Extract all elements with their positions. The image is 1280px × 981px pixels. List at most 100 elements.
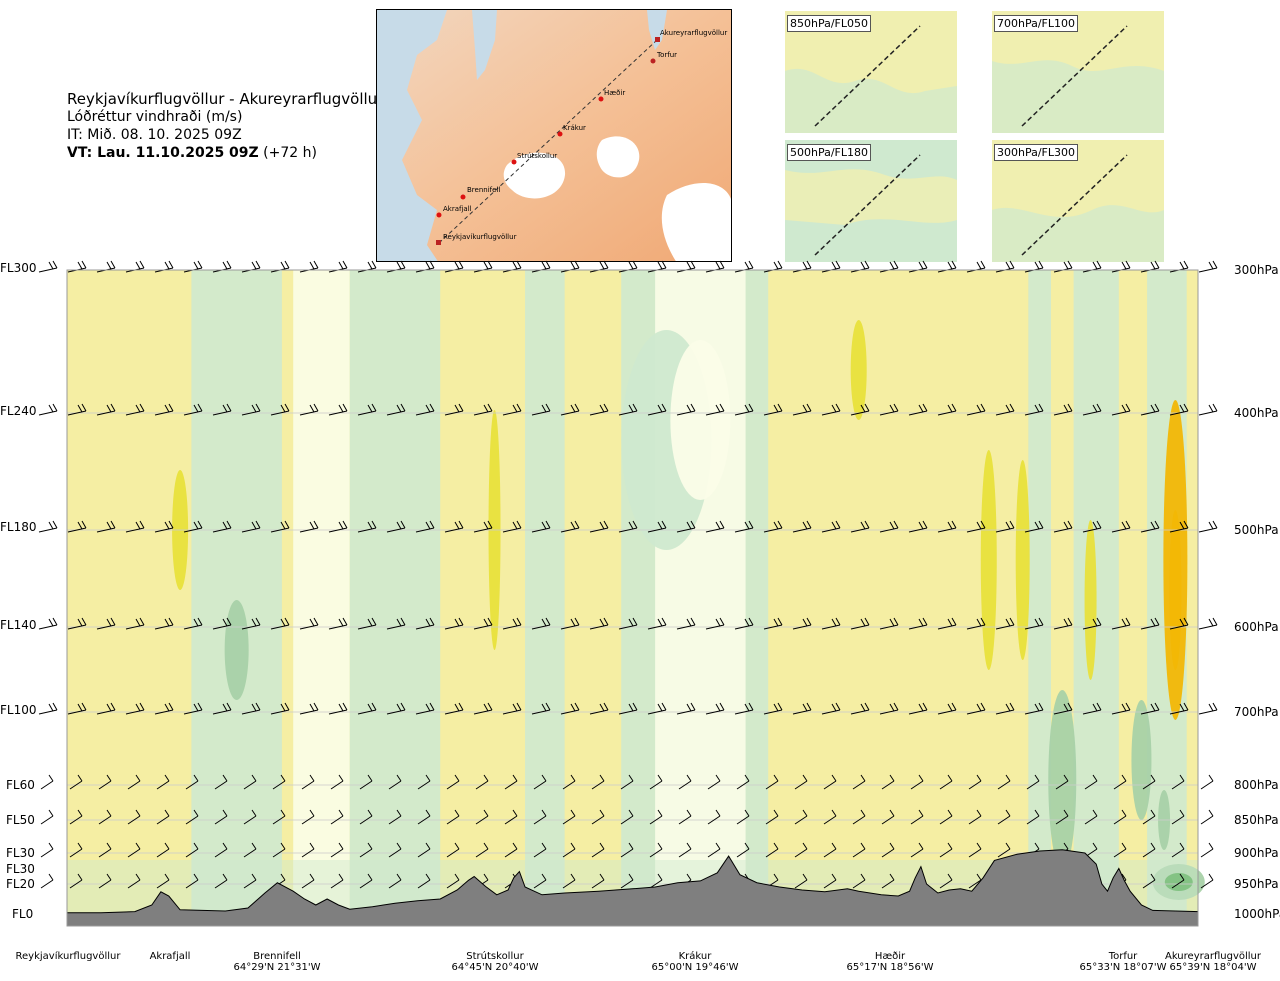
field-cell	[980, 450, 997, 670]
y-tick-label-right: 300hPa	[1234, 263, 1279, 277]
wind-barb	[183, 617, 203, 630]
wind-barb	[647, 520, 667, 533]
map-glacier-1	[503, 152, 566, 199]
wind-barb	[1142, 842, 1156, 858]
wind-barb	[214, 873, 228, 889]
wind-barb	[388, 873, 402, 889]
station-axis-label: Akureyrarflugvöllur 65°39'N 18°04'W	[1153, 951, 1273, 973]
wind-barb	[40, 774, 54, 790]
y-tick-label-left: FL20	[6, 877, 35, 891]
station-coord: 65°39'N 18°04'W	[1169, 962, 1257, 973]
wind-barb	[968, 774, 982, 790]
station-marker	[598, 96, 604, 102]
wind-barb	[765, 809, 779, 825]
wind-barb	[794, 809, 808, 825]
field-band	[191, 270, 282, 926]
wind-barb	[473, 520, 493, 533]
wind-barb	[937, 520, 957, 533]
wind-barb	[301, 809, 315, 825]
wind-barb	[270, 403, 290, 416]
wind-barb	[415, 520, 435, 533]
y-tick-label-right: 400hPa	[1234, 406, 1279, 420]
station-name: Akureyrarflugvöllur	[1164, 951, 1261, 962]
y-tick-label-left: FL240	[0, 404, 37, 418]
wind-barb	[736, 809, 750, 825]
wind-barb	[1111, 702, 1131, 715]
wind-barb	[1111, 617, 1131, 630]
wind-barb	[502, 403, 522, 416]
wind-barb	[417, 873, 431, 889]
wind-barb	[96, 403, 116, 416]
wind-barb	[968, 873, 982, 889]
wind-barb	[560, 520, 580, 533]
station-coord: 65°33'N 18°07'W	[1079, 962, 1167, 973]
wind-barb	[40, 873, 54, 889]
y-tick-label-left: FL100	[0, 703, 37, 717]
panel-route	[1021, 25, 1128, 127]
wind-barb	[968, 842, 982, 858]
wind-barb	[792, 702, 812, 715]
wind-barb	[212, 403, 232, 416]
wind-barb	[328, 617, 348, 630]
wind-barb	[591, 842, 605, 858]
wind-barb	[125, 520, 145, 533]
wind-barb	[415, 403, 435, 416]
wind-barb	[183, 520, 203, 533]
wind-barb	[620, 809, 634, 825]
wind-barb	[734, 520, 754, 533]
wind-barb	[591, 809, 605, 825]
wind-barb	[301, 873, 315, 889]
wind-barb	[823, 842, 837, 858]
wind-barb	[1142, 809, 1156, 825]
wind-barb	[676, 403, 696, 416]
wind-barb	[1198, 702, 1218, 715]
panel-route	[814, 154, 921, 256]
wind-barb	[794, 873, 808, 889]
route-line	[438, 39, 658, 244]
wind-barb	[1024, 617, 1044, 630]
wind-barb	[328, 702, 348, 715]
wind-barb	[1171, 842, 1185, 858]
wind-barb	[330, 873, 344, 889]
wind-barb	[852, 774, 866, 790]
wind-barb	[1198, 520, 1218, 533]
wind-barb	[1200, 809, 1214, 825]
wind-barb	[1024, 702, 1044, 715]
wind-barb	[1200, 774, 1214, 790]
wind-barbs	[38, 260, 1218, 889]
wind-barb	[67, 403, 87, 416]
map-sea-north	[647, 10, 667, 50]
wind-barb	[502, 520, 522, 533]
velocity-field	[67, 270, 1205, 926]
panel-label: 700hPa/FL100	[994, 15, 1079, 32]
wind-barb	[881, 809, 895, 825]
wind-barb	[792, 403, 812, 416]
wind-barb	[792, 520, 812, 533]
station-name: Hæðir	[874, 951, 906, 962]
wind-barb	[937, 702, 957, 715]
station-label: Hæðir	[604, 89, 625, 97]
field-cell	[850, 320, 867, 420]
wind-barb	[879, 403, 899, 416]
map-glacier-2	[596, 136, 640, 178]
wind-barb	[1111, 403, 1131, 416]
wind-barb	[618, 403, 638, 416]
wind-barb	[212, 617, 232, 630]
wind-barb	[67, 617, 87, 630]
valid-time-row: VT: Lau. 11.10.2025 09Z (+72 h)	[67, 144, 383, 162]
wind-barb	[1026, 809, 1040, 825]
wind-barb	[910, 774, 924, 790]
wind-barb	[96, 617, 116, 630]
wind-barb	[966, 403, 986, 416]
wind-barb	[763, 520, 783, 533]
wind-barb	[156, 774, 170, 790]
lead-time: (+72 h)	[263, 145, 317, 161]
wind-barb	[272, 842, 286, 858]
wind-barb	[678, 809, 692, 825]
wind-barb	[734, 617, 754, 630]
wind-barb	[214, 842, 228, 858]
wind-barb	[676, 617, 696, 630]
wind-barb	[939, 873, 953, 889]
panel-700hpa: 700hPa/FL100	[992, 11, 1164, 133]
station-label: Krákur	[563, 124, 586, 132]
